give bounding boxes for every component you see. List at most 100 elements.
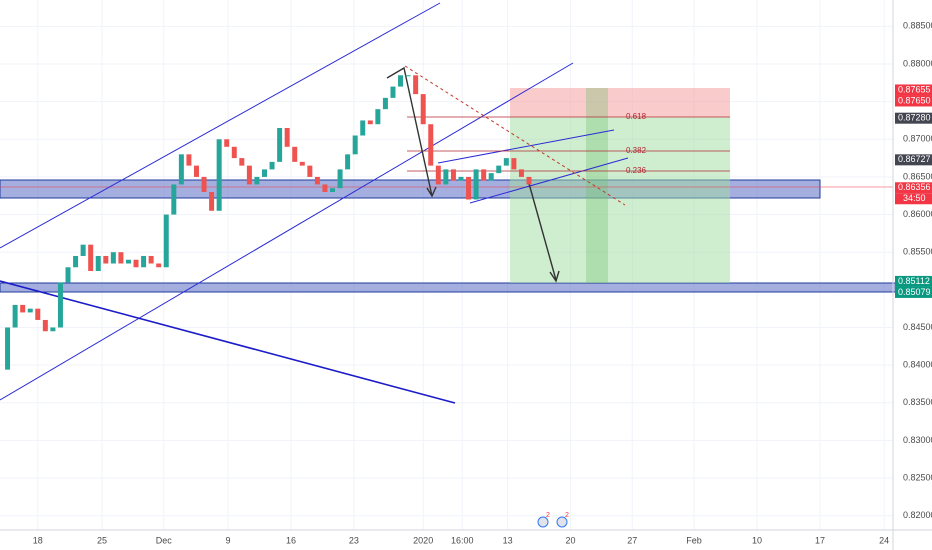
x-tick-label: 17 — [815, 535, 825, 545]
price-badge — [895, 182, 932, 194]
candle — [27, 308, 33, 313]
candle — [231, 146, 237, 159]
candle — [80, 244, 86, 256]
event-icon[interactable] — [537, 516, 549, 528]
price-badge-label: 0.87650 — [898, 95, 931, 105]
price-badge-label: 0.87655 — [898, 84, 931, 94]
candle — [141, 255, 147, 268]
candle — [186, 154, 192, 166]
x-tick-label: 9 — [225, 535, 230, 545]
price-badge — [895, 84, 932, 96]
candle — [428, 124, 434, 166]
candle — [398, 75, 404, 87]
candle — [65, 267, 71, 283]
arrow — [527, 179, 557, 281]
trend-line — [0, 280, 456, 404]
price-badge-label: 0.87280 — [898, 113, 931, 123]
candle — [284, 127, 290, 147]
price-badge — [895, 154, 932, 166]
candle — [526, 176, 532, 185]
price-badge — [895, 286, 932, 298]
price-badge-label: 0.85079 — [898, 287, 931, 297]
fib-label: 0.618 — [626, 112, 647, 121]
candle — [269, 161, 275, 170]
x-tick-label: Dec — [156, 535, 173, 545]
x-tick-label: 13 — [503, 535, 513, 545]
candle — [95, 255, 101, 272]
candle — [73, 255, 79, 268]
candle — [277, 127, 283, 162]
candle — [5, 327, 11, 370]
candle — [261, 169, 267, 177]
candle — [254, 176, 260, 185]
y-tick-label: 0.88500 — [903, 21, 932, 31]
candle — [307, 165, 313, 177]
target-zone — [510, 117, 730, 283]
candle — [337, 169, 343, 189]
candle — [473, 169, 479, 200]
candle — [360, 120, 366, 136]
event-count: 2 — [546, 512, 550, 519]
candle — [345, 154, 351, 170]
candle — [35, 308, 41, 320]
candle — [118, 252, 124, 264]
channel-line — [0, 2, 441, 249]
candle — [375, 109, 381, 125]
stop-zone — [510, 88, 730, 117]
candle — [413, 75, 419, 95]
candle — [50, 327, 56, 332]
price-badge — [895, 275, 932, 287]
candle — [330, 188, 336, 192]
event-icon[interactable] — [556, 516, 568, 528]
countdown: 34:50 — [903, 193, 926, 203]
candle — [435, 165, 441, 185]
candle — [503, 158, 509, 166]
candle — [382, 97, 388, 110]
candle — [148, 255, 154, 264]
candle — [239, 158, 245, 166]
support-zone — [0, 282, 912, 293]
candles — [5, 75, 532, 370]
arrow — [386, 66, 433, 197]
price-badge-label: 0.86727 — [898, 154, 931, 164]
x-tick-label: 25 — [97, 535, 107, 545]
x-tick-label: Feb — [686, 535, 702, 545]
arrow-head — [549, 270, 560, 283]
price-badge-label: 0.85112 — [898, 276, 930, 286]
candle — [299, 161, 305, 166]
candle — [171, 184, 177, 215]
candle — [314, 176, 320, 185]
candle — [246, 165, 252, 185]
candle — [103, 255, 109, 264]
candle — [466, 176, 472, 200]
candle — [352, 135, 358, 155]
x-tick-label: 16:00 — [451, 535, 474, 545]
candle — [481, 169, 487, 181]
candle — [201, 176, 207, 192]
flag-line — [437, 129, 615, 164]
candle — [420, 94, 426, 125]
candle — [322, 184, 328, 192]
event-count: 2 — [565, 512, 569, 519]
candle — [209, 191, 215, 211]
candle — [133, 259, 139, 268]
candle — [12, 304, 18, 328]
candle — [292, 146, 298, 162]
x-tick-label: 18 — [33, 535, 43, 545]
x-tick-label: 10 — [752, 535, 762, 545]
x-tick-label: 2020 — [413, 535, 433, 545]
x-tick-label: 20 — [566, 535, 576, 545]
candle — [156, 263, 162, 268]
candle — [42, 319, 48, 332]
dashed-trend — [404, 65, 626, 206]
candle — [488, 173, 494, 181]
candle — [178, 154, 184, 185]
